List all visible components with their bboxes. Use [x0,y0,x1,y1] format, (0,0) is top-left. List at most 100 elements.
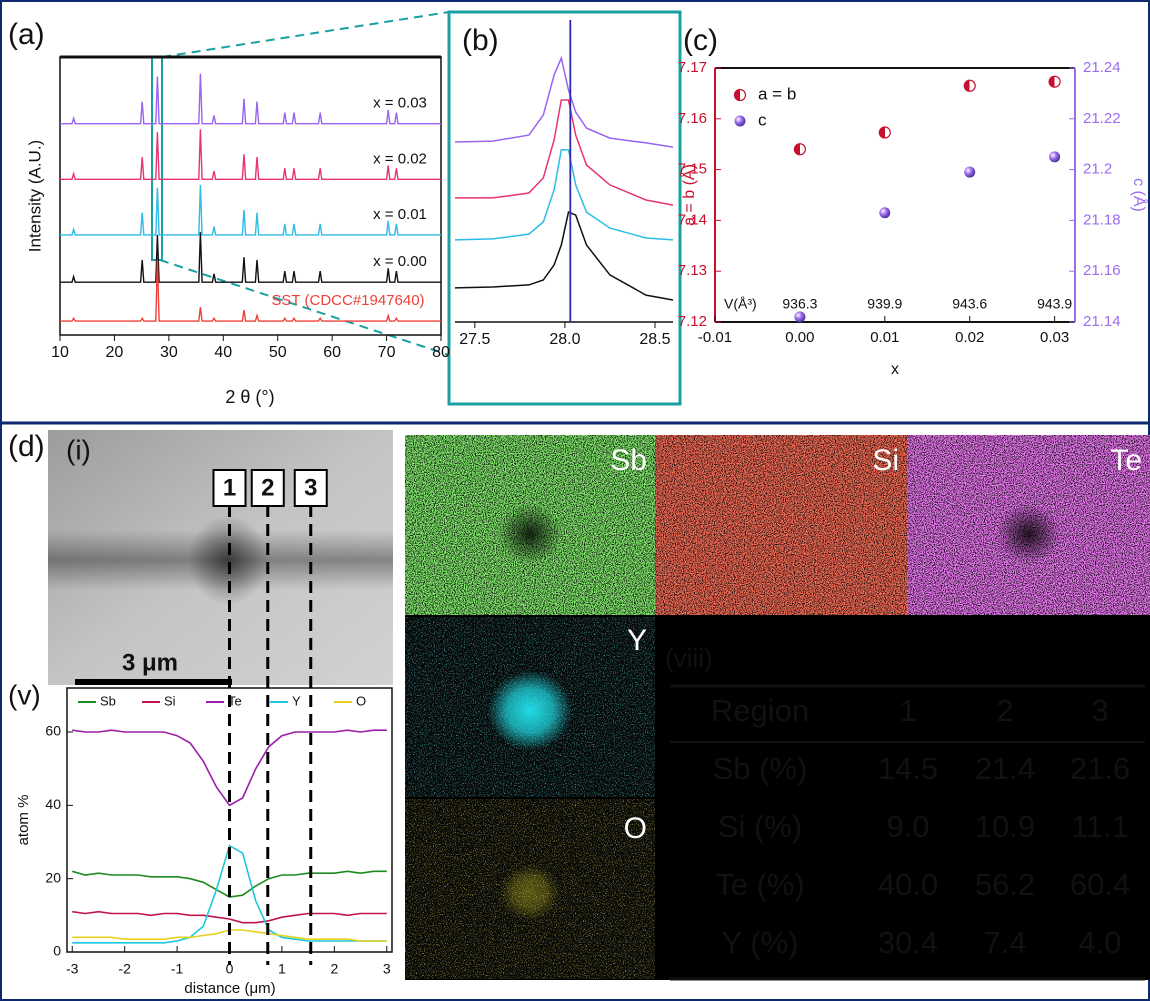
y-tick-label: 60 [45,723,61,739]
series-line [72,729,387,807]
legend-label: a = b [758,84,796,103]
y-axis-label: a = b (Å) [679,164,698,226]
map-element: Te [1110,444,1142,477]
panel-label: (d) [8,430,45,463]
zoom-frame [447,10,682,406]
x-tick-label: 80 [432,344,450,361]
table-cell: Y (%) [722,925,799,960]
x-tick-label: 0.01 [870,329,899,346]
table-header: 3 [1091,693,1108,728]
sem-spot [188,515,268,605]
x-tick-label: -2 [118,961,131,977]
y-tick-label: 0 [53,943,61,959]
y2-tick-label: 21.14 [1083,313,1121,330]
x-tick-label: 0.03 [1040,329,1069,346]
x-tick-label: -3 [66,961,79,977]
legend-label: Si [164,693,176,708]
y-axis-label: Intensity (A.U.) [25,140,44,252]
x-tick-label: 28.5 [639,331,670,348]
series-line [60,232,441,283]
map-noise [655,435,907,615]
marker [878,126,891,139]
marker [879,207,891,219]
y-tick-label: 7.15 [678,161,707,178]
table-cell: 21.6 [1070,751,1130,786]
panel-label: (viii) [665,643,713,673]
panel-label: (i) [66,434,91,465]
y-tick-label: 7.17 [678,59,707,76]
series-label: x = 0.00 [373,253,427,270]
table-cell: 10.9 [975,809,1035,844]
table-cell: 56.2 [975,867,1035,902]
y-tick-label: 7.12 [678,313,707,330]
table-cell: 4.0 [1078,925,1121,960]
map-element: Y [627,624,647,657]
x-axis-label: 2 θ (°) [225,387,274,407]
table-header: 2 [996,693,1013,728]
series-line [72,910,387,924]
panel-label: (c) [683,24,718,57]
table-header: Region [711,693,809,728]
volume-label: V(Å³) [724,296,757,312]
x-tick-label: 30 [160,344,178,361]
table-cell: 60.4 [1070,867,1130,902]
y-axis-label: atom % [15,795,32,846]
marker [794,311,806,323]
region-box [293,469,328,507]
table-cell: 7.4 [983,925,1026,960]
legend-label: c [758,110,767,129]
legend-marker [734,115,746,127]
y2-tick-label: 21.16 [1083,262,1121,279]
marker [1049,151,1061,163]
table-cell: 21.4 [975,751,1035,786]
legend-marker [733,88,747,102]
series-label: x = 0.02 [373,150,427,167]
table-cell: Te (%) [715,867,805,902]
series-label: x = 0.03 [373,95,427,112]
x-tick-label: 2 [330,961,338,977]
sem-image [48,430,393,685]
y2-tick-label: 21.2 [1083,161,1112,178]
y-tick-label: 7.13 [678,262,707,279]
marker [963,79,976,92]
map-spot [500,864,560,921]
table-cell: 14.5 [878,751,938,786]
x-axis-label: distance (μm) [184,980,275,997]
region-label: 2 [261,474,274,501]
table-cell: Sb (%) [713,751,808,786]
series-line [60,73,441,125]
x-tick-label: 70 [378,344,396,361]
x-tick-label: 0.02 [955,329,984,346]
legend-label: Y [292,693,301,708]
series-line [454,211,674,301]
series-line [60,129,441,180]
region-box [212,469,247,507]
volume-value: 943.9 [1037,296,1072,312]
x-tick-label: 10 [51,344,69,361]
x-tick-label: 28.0 [549,331,580,348]
x-tick-label: 27.5 [459,331,490,348]
panel-label: (a) [8,18,45,51]
y2-axis-label: c (Å) [1130,178,1149,212]
x-tick-label: 3 [383,961,391,977]
y-tick-label: 7.16 [678,110,707,127]
map-element: Si [872,444,899,477]
series-label: SST (CDCC#1947640) [271,292,424,309]
map-spot [488,670,572,751]
region-label: 3 [304,474,317,501]
y-tick-label: 20 [45,869,61,885]
table-cell: 30.4 [878,925,938,960]
legend-label: Te [228,693,242,708]
series-line [60,184,441,236]
region-label: 1 [223,474,236,501]
legend-label: O [356,693,366,708]
map-spot [996,504,1061,564]
marker [793,143,807,156]
x-tick-label: -0.01 [698,329,732,346]
map-element: O [624,812,647,845]
marker [964,166,976,178]
volume-value: 943.6 [952,296,987,312]
region-box [250,469,285,507]
